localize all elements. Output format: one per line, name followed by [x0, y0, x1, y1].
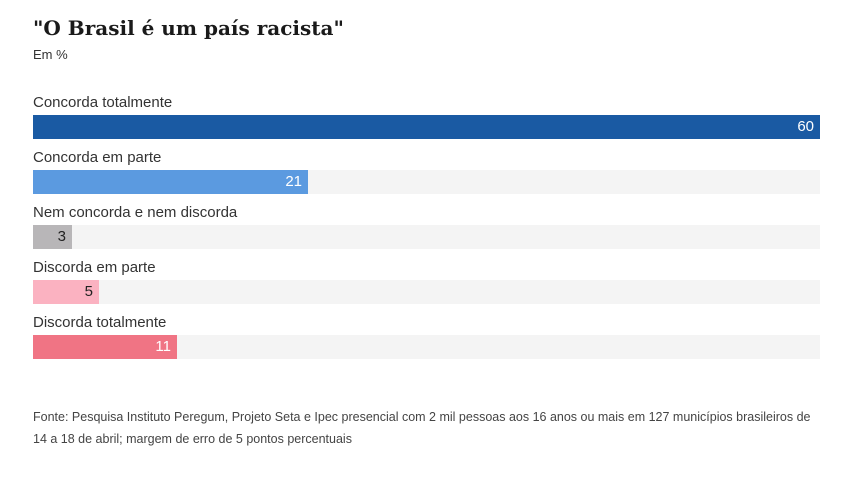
- bar-row: Nem concorda e nem discorda 3: [33, 203, 820, 258]
- bar-value-label: 5: [84, 283, 93, 300]
- bar-track: 60: [33, 115, 820, 139]
- category-label: Concorda totalmente: [33, 94, 173, 111]
- bar: 21: [33, 170, 308, 194]
- bar-value-label: 11: [155, 338, 171, 355]
- bar-row: Discorda em parte 5: [33, 258, 820, 313]
- bar-value-label: 3: [57, 228, 66, 245]
- category-label: Nem concorda e nem discorda: [33, 204, 238, 221]
- bar-value-label: 21: [285, 173, 302, 190]
- bar-track: 21: [33, 170, 820, 194]
- bar: 60: [33, 115, 820, 139]
- source-note: Fonte: Pesquisa Instituto Peregum, Proje…: [33, 410, 811, 446]
- bar-chart: Concorda totalmente 60 Concorda em parte 21…: [33, 93, 820, 368]
- category-label: Discorda totalmente: [33, 314, 167, 331]
- bar: 3: [33, 225, 72, 249]
- chart-subtitle: Em %: [33, 47, 68, 62]
- chart-title: "O Brasil é um país racista": [33, 16, 344, 40]
- bar-row: Discorda totalmente 11: [33, 313, 820, 368]
- bar-track: 5: [33, 280, 820, 304]
- bar: 11: [33, 335, 177, 359]
- bar-track: 11: [33, 335, 820, 359]
- bar-value-label: 60: [797, 118, 814, 135]
- bar-row: Concorda totalmente 60: [33, 93, 820, 148]
- category-label: Discorda em parte: [33, 259, 156, 276]
- bar-row: Concorda em parte 21: [33, 148, 820, 203]
- category-label: Concorda em parte: [33, 149, 162, 166]
- bar: 5: [33, 280, 99, 304]
- bar-track: 3: [33, 225, 820, 249]
